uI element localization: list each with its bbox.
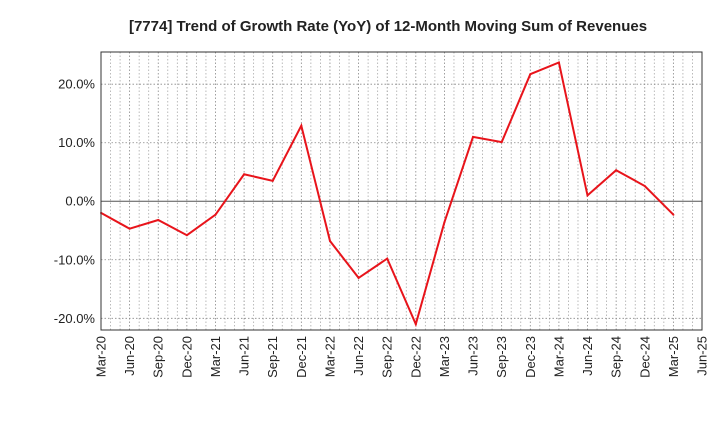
x-tick-label: Jun-24	[580, 336, 595, 376]
x-tick-label: Sep-20	[151, 336, 166, 378]
data-point	[643, 185, 646, 188]
x-tick-label: Sep-22	[380, 336, 395, 378]
x-tick-label: Sep-21	[265, 336, 280, 378]
data-point	[214, 213, 217, 216]
x-tick-label: Mar-20	[94, 336, 109, 377]
x-tick-label: Mar-25	[666, 336, 681, 377]
y-tick-label: -10.0%	[54, 252, 96, 267]
x-tick-label: Dec-20	[179, 336, 194, 378]
y-axis-ticks: -20.0% -10.0% 0.0% 10.0% 20.0%	[54, 77, 96, 326]
data-point	[443, 221, 446, 224]
grid-lines	[101, 52, 702, 330]
data-point	[500, 141, 503, 144]
x-tick-label: Jun-23	[466, 336, 481, 376]
data-point	[386, 257, 389, 260]
x-tick-label: Mar-21	[208, 336, 223, 377]
x-tick-label: Dec-23	[523, 336, 538, 378]
x-tick-label: Dec-22	[408, 336, 423, 378]
data-point	[271, 179, 274, 182]
chart-title: [7774] Trend of Growth Rate (YoY) of 12-…	[129, 18, 647, 35]
y-tick-label: 20.0%	[58, 77, 95, 92]
data-point	[557, 61, 560, 64]
x-tick-label: Mar-22	[322, 336, 337, 377]
x-tick-label: Mar-24	[551, 336, 566, 377]
y-tick-label: -20.0%	[54, 311, 96, 326]
plot-frame	[100, 51, 703, 331]
data-point	[300, 124, 303, 127]
data-point	[328, 240, 331, 243]
data-point	[157, 218, 160, 221]
x-tick-label: Jun-21	[237, 336, 252, 376]
x-tick-label: Sep-24	[609, 336, 624, 378]
data-point	[586, 194, 589, 197]
data-point	[672, 213, 675, 216]
data-point	[243, 173, 246, 176]
x-tick-label: Sep-23	[494, 336, 509, 378]
x-tick-label: Jun-25	[695, 336, 710, 376]
x-axis-ticks: Mar-20 Jun-20 Sep-20 Dec-20 Mar-21 Jun-21 Sep-…	[94, 336, 710, 378]
x-tick-label: Dec-24	[637, 336, 652, 378]
data-point	[414, 323, 417, 326]
x-tick-label: Jun-22	[351, 336, 366, 376]
data-point	[128, 227, 131, 230]
data-point	[357, 276, 360, 279]
x-tick-label: Jun-20	[122, 336, 137, 376]
x-tick-label: Mar-23	[437, 336, 452, 377]
data-point	[185, 234, 188, 237]
y-tick-label: 10.0%	[58, 135, 95, 150]
x-tick-label: Dec-21	[294, 336, 309, 378]
y-tick-label: 0.0%	[65, 194, 95, 209]
data-point	[615, 169, 618, 172]
data-point	[472, 135, 475, 138]
data-point	[529, 73, 532, 76]
